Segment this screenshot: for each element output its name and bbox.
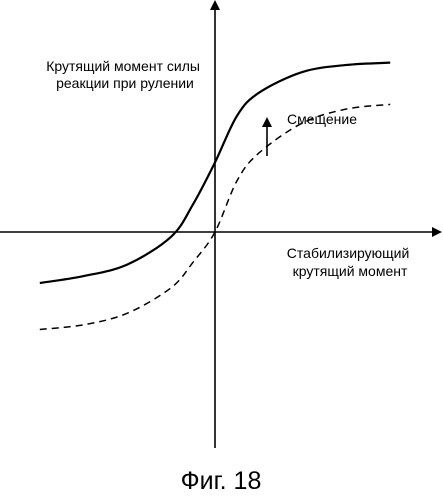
figure-caption: Фиг. 18 xyxy=(181,467,262,495)
y-axis-label-line-1: Крутящий момент силы xyxy=(46,58,200,74)
x-axis-label-line-2: крутящий момент xyxy=(293,263,408,279)
y-axis-label-line-2: реакции при рулении xyxy=(56,75,194,91)
x-axis-label-line-1: Стабилизирующий xyxy=(287,245,410,261)
x-axis-label: Стабилизирующий крутящий момент xyxy=(287,245,413,279)
annotation-label: Смещение xyxy=(287,111,357,127)
y-axis-label: Крутящий момент силы реакции при рулении xyxy=(46,58,204,91)
